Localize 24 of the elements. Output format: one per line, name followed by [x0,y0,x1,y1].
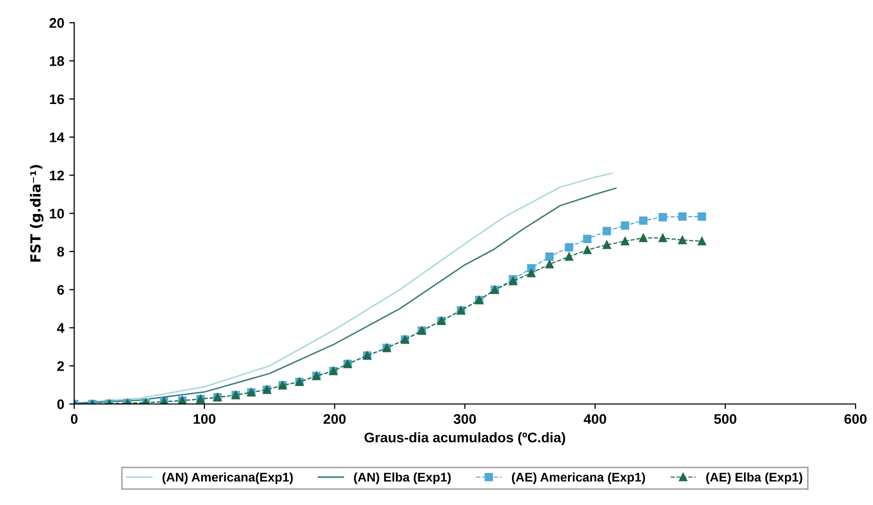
y-tick-label: 6 [57,284,64,295]
x-tick-label: 600 [844,414,867,424]
y-tick-label: 16 [50,94,64,104]
x-axis-title: Graus-dia acumulados (ºC.dia) [364,432,566,446]
y-tick-label: 14 [50,132,64,142]
y-tick-label: 20 [50,18,64,28]
y-tick-label: 18 [50,56,64,66]
legend-label: (AN) Elba (Exp1) [354,472,451,484]
y-tick-label: 4 [56,323,64,333]
x-tick-label: 400 [584,414,606,424]
legend-label: (AN) Americana(Exp1) [162,472,293,484]
x-tick-label: 0 [70,414,78,424]
legend-label: (AE) Americana (Exp1) [512,472,645,484]
y-tick-label: 10 [50,208,64,219]
legend-label: (AE) Elba (Exp1) [706,472,802,484]
y-tick-label: 2 [57,361,64,371]
x-tick-label: 200 [324,414,346,424]
x-tick-label: 100 [194,414,216,424]
x-tick-label: 300 [454,414,476,424]
y-tick-label: 0 [57,399,64,410]
y-tick-label: 12 [50,170,64,180]
y-axis-title: FST (g.dia⁻¹) [30,164,44,262]
x-tick-label: 500 [714,414,736,424]
y-tick-label: 8 [57,246,64,257]
